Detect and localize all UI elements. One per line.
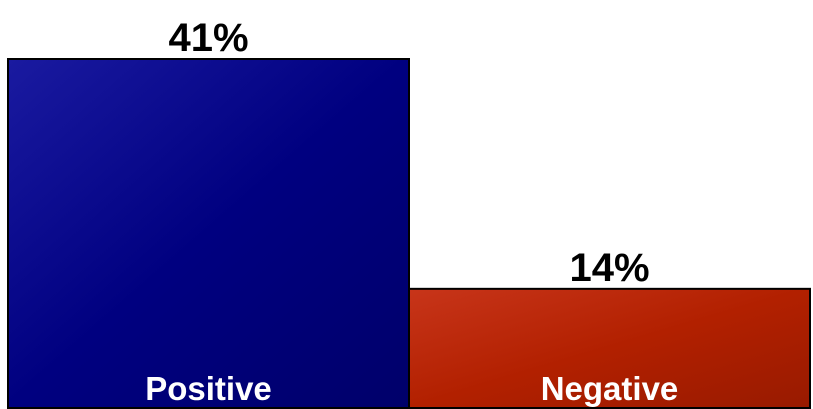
labels-layer: 41% Positive 14% Negative [145, 16, 678, 407]
category-label-positive: Positive [145, 370, 272, 407]
bar-positive [7, 58, 410, 409]
value-label-positive: 41% [168, 16, 248, 60]
bar-negative [408, 287, 811, 409]
value-label-negative: 14% [569, 246, 649, 290]
bars-layer [7, 58, 811, 409]
category-label-negative: Negative [541, 370, 679, 407]
